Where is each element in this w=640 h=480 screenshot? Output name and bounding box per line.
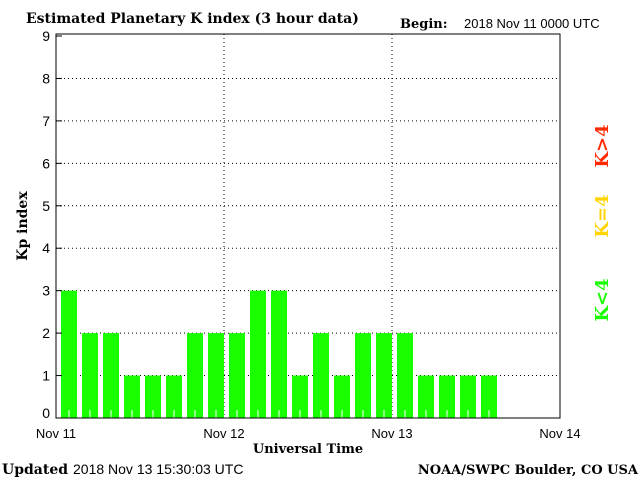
y-tick-label: 5	[42, 198, 50, 214]
y-axis-label: Kp index	[15, 191, 31, 261]
y-tick-label: 9	[42, 28, 50, 44]
chart-title: Estimated Planetary K index (3 hour data…	[26, 11, 359, 27]
bar	[460, 375, 476, 418]
y-tick-label: 4	[42, 240, 50, 256]
x-tick-label: Nov 13	[371, 426, 412, 441]
bar	[166, 375, 182, 418]
updated-value: 2018 Nov 13 15:30:03 UTC	[73, 461, 243, 477]
x-tick-label: Nov 12	[203, 426, 244, 441]
x-tick-label: Nov 14	[539, 426, 580, 441]
y-tick-label: 6	[42, 155, 50, 171]
bar	[418, 375, 434, 418]
legend-item: K>4	[592, 124, 613, 167]
begin-label: Begin:	[400, 17, 448, 32]
y-tick-label: 2	[42, 325, 50, 341]
bar	[271, 290, 287, 418]
bar	[61, 290, 77, 418]
y-tick-label: 7	[42, 113, 50, 129]
y-tick-label: 8	[42, 70, 50, 86]
y-tick-label: 3	[42, 283, 50, 299]
bar	[250, 290, 266, 418]
bar	[82, 333, 98, 418]
bar	[397, 333, 413, 418]
bar	[124, 375, 140, 418]
begin-value: 2018 Nov 11 0000 UTC	[464, 16, 600, 31]
updated-label: Updated	[2, 462, 68, 478]
y-tick-label: 0	[42, 405, 50, 421]
bar	[208, 333, 224, 418]
bar	[313, 333, 329, 418]
bar	[145, 375, 161, 418]
bar	[355, 333, 371, 418]
legend-item: K<4	[592, 278, 613, 321]
y-tick-label: 1	[42, 368, 50, 384]
bar	[103, 333, 119, 418]
bar	[439, 375, 455, 418]
bar	[376, 333, 392, 418]
legend-item: K=4	[592, 194, 613, 237]
bar	[229, 333, 245, 418]
source-credit: NOAA/SWPC Boulder, CO USA	[418, 463, 639, 478]
bar	[292, 375, 308, 418]
bar	[187, 333, 203, 418]
x-axis-label: Universal Time	[253, 442, 363, 457]
plot-frame	[55, 33, 561, 419]
bar	[481, 375, 497, 418]
bar	[334, 375, 350, 418]
x-tick-label: Nov 11	[36, 426, 76, 441]
